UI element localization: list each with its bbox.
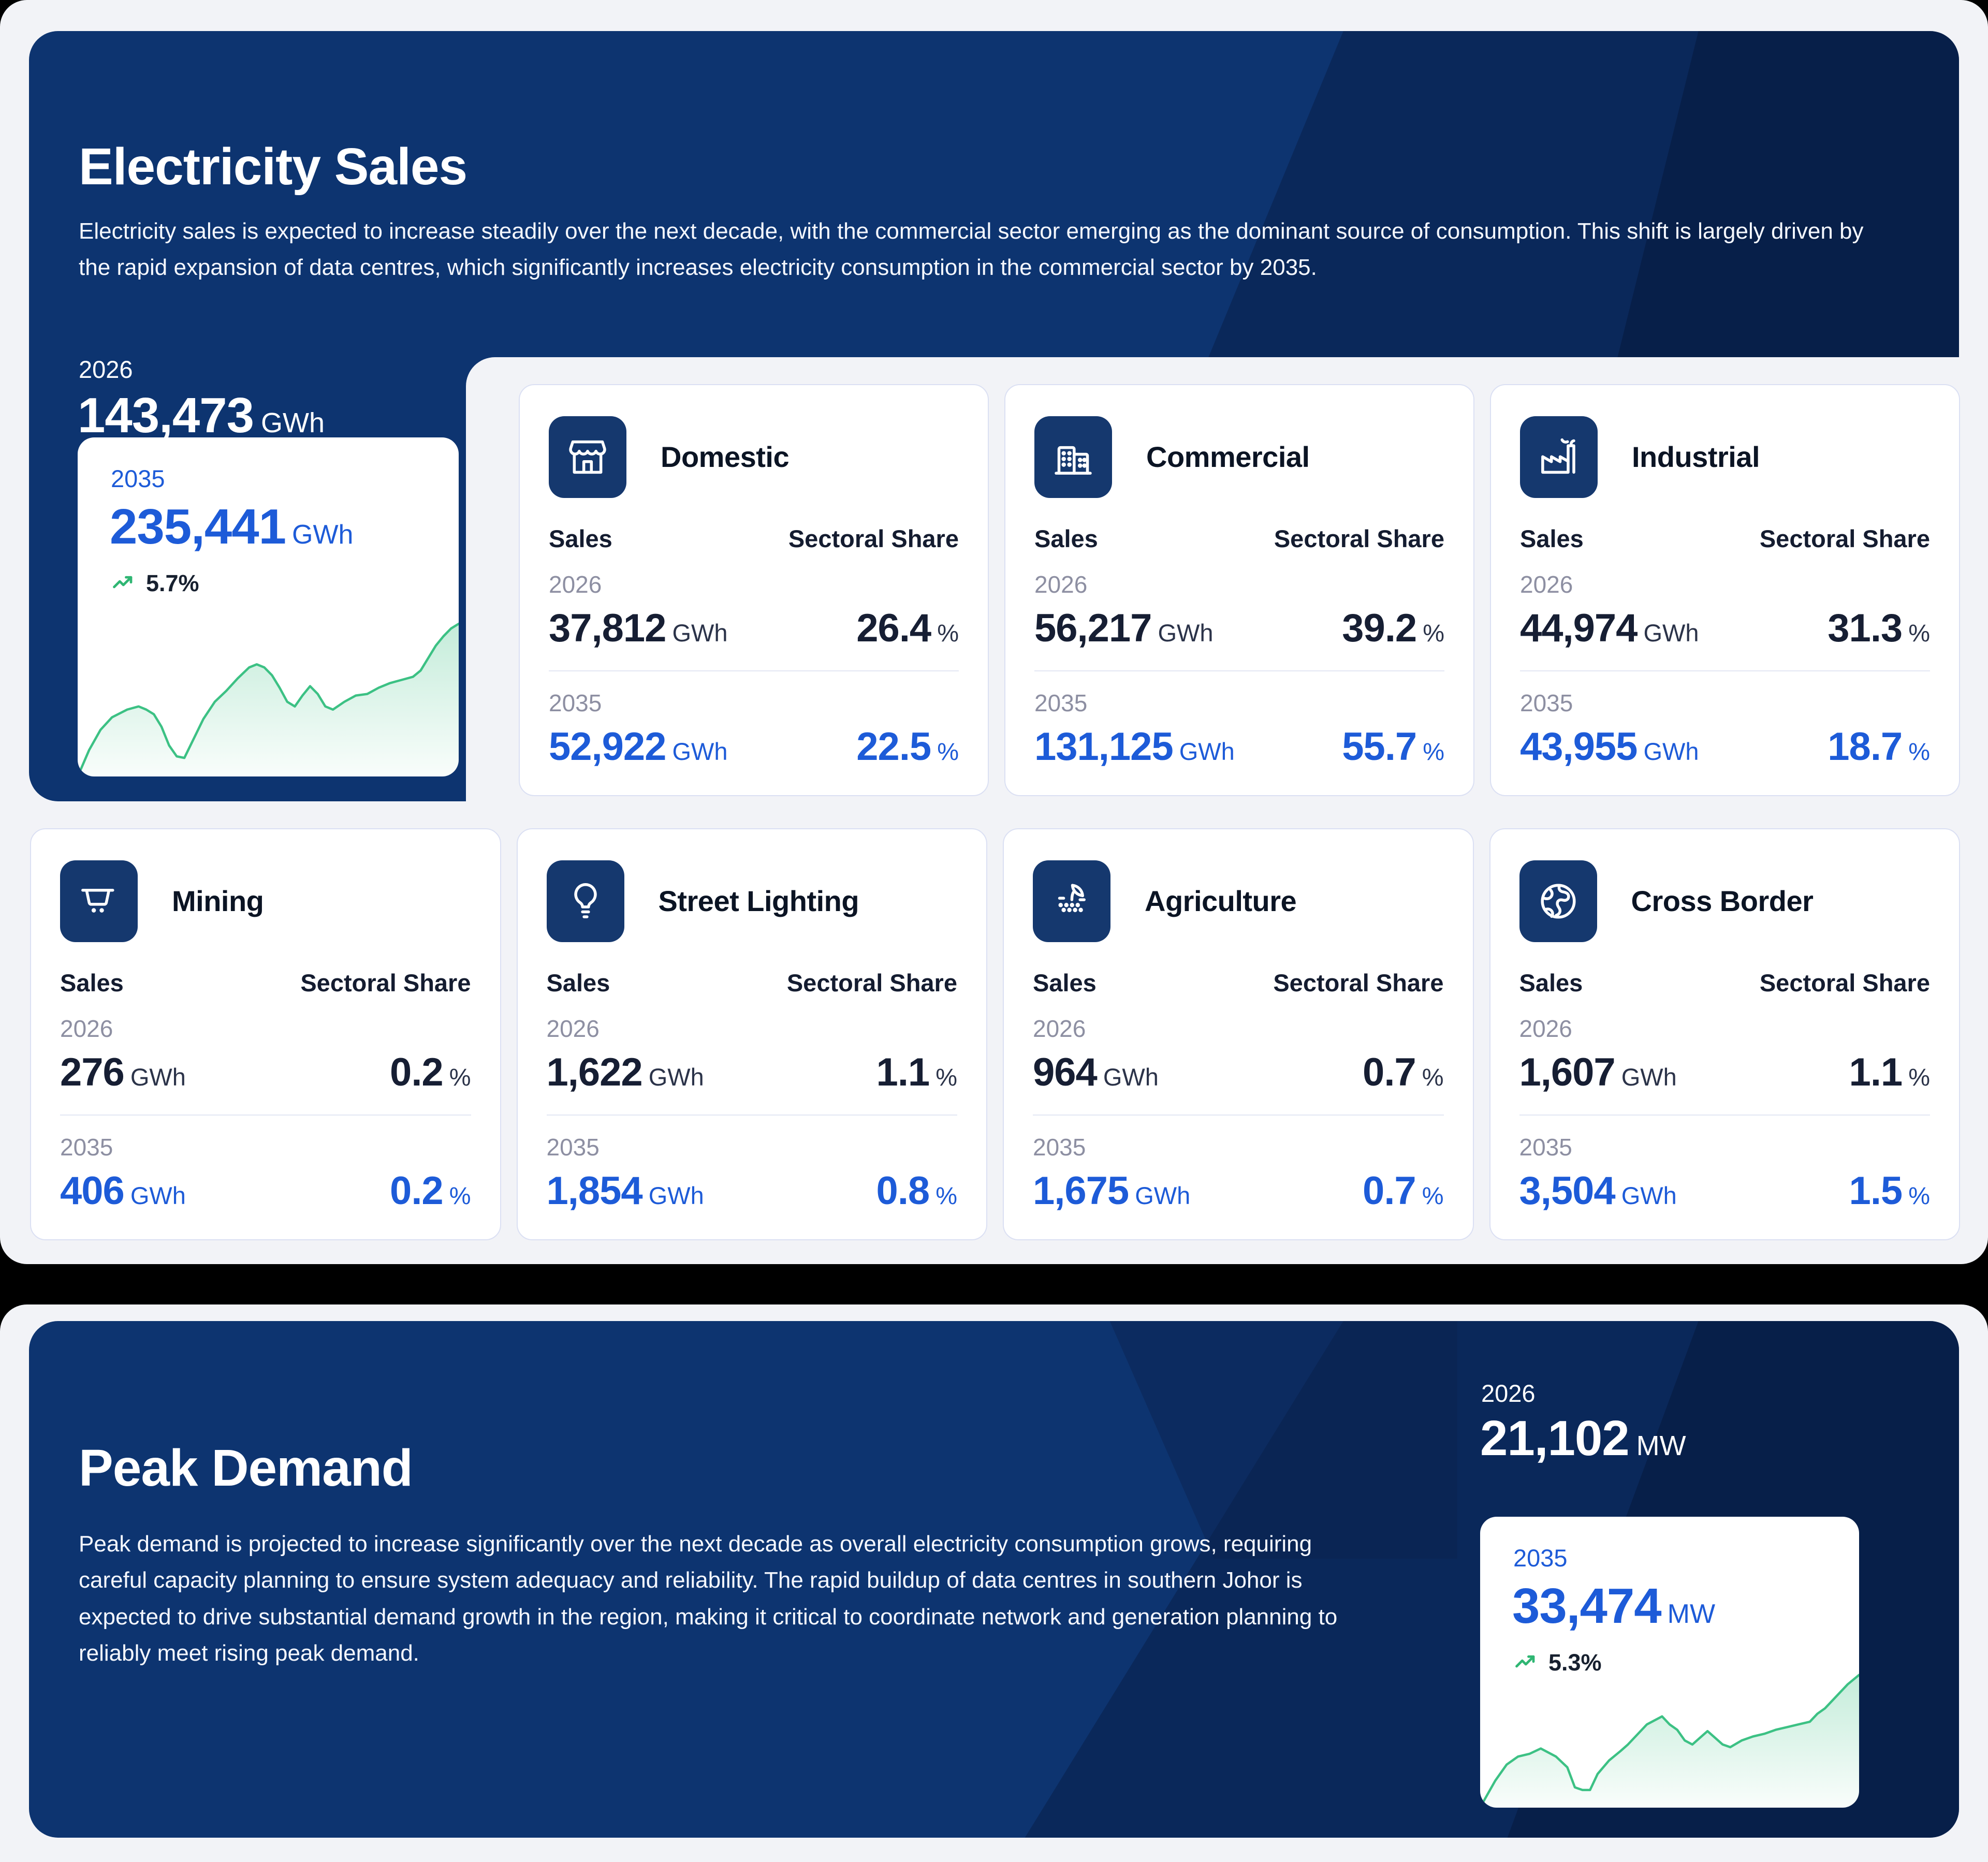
column-headers: Sales Sectoral Share (1034, 525, 1444, 552)
sector-cards-row-1: Domestic Sales Sectoral Share 2026 37,812… (519, 384, 1960, 796)
seedling-icon (1033, 860, 1110, 942)
office-building-icon (1034, 416, 1112, 498)
sector-name: Agriculture (1145, 885, 1297, 917)
year-label: 2026 (1033, 1015, 1086, 1042)
divider (1034, 670, 1444, 671)
year-label: 2035 (1033, 1134, 1086, 1161)
sector-name: Street Lighting (658, 885, 859, 917)
column-headers: Sales Sectoral Share (1519, 969, 1931, 996)
mining-cart-icon (60, 860, 138, 942)
growth-rate: 5.3% (1513, 1649, 1602, 1676)
base-total-value: 21,102 MW (1480, 1411, 1686, 1466)
values-2035: 406 GWh 0.2% (60, 1169, 471, 1213)
values-2035: 43,955 GWh 18.7% (1520, 725, 1930, 769)
section-description: Peak demand is projected to increase sig… (79, 1531, 1338, 1666)
year-label: 2035 (1520, 690, 1573, 716)
values-2035: 3,504 GWh 1.5% (1519, 1169, 1931, 1213)
sector-name: Domestic (661, 441, 790, 473)
sector-name: Industrial (1632, 441, 1760, 473)
trend-up-icon (113, 576, 133, 589)
values-2026: 1,622 GWh 1.1% (546, 1050, 958, 1094)
peak-projection-card: 2035 33,474 MW 5.3% (1480, 1517, 1859, 1808)
year-label: 2026 (1520, 571, 1573, 598)
values-2035: 1,854 GWh 0.8% (546, 1169, 958, 1213)
growth-rate: 5.7% (111, 570, 199, 597)
trend-up-icon (1515, 1655, 1535, 1668)
factory-icon (1520, 416, 1598, 498)
sector-card-domestic: Domestic Sales Sectoral Share 2026 37,812… (519, 384, 989, 796)
year-label: 2026 (549, 571, 602, 598)
sector-name: Cross Border (1631, 885, 1814, 917)
values-2035: 131,125 GWh 55.7% (1034, 725, 1444, 769)
sector-card-agriculture: Agriculture Sales Sectoral Share 2026 964… (1003, 828, 1474, 1240)
sector-cards-row-2: Mining Sales Sectoral Share 2026 276 GWh 0… (30, 828, 1960, 1240)
base-year-label: 2026 (1481, 1380, 1536, 1407)
values-2026: 964 GWh 0.7% (1033, 1050, 1444, 1094)
base-total-value: 143,473 GWh (78, 388, 325, 443)
sales-sparkline-chart (78, 621, 459, 776)
sector-name: Commercial (1146, 441, 1310, 473)
year-label: 2026 (546, 1015, 600, 1042)
diagonal-pattern (1109, 1321, 1457, 1559)
projection-year-label: 2035 (1513, 1544, 1568, 1572)
peak-demand-panel: Peak Demand Peak demand is projected to … (29, 1321, 1959, 1838)
year-label: 2035 (1519, 1134, 1572, 1161)
year-label: 2035 (60, 1134, 113, 1161)
divider (1520, 670, 1930, 671)
storefront-icon (549, 416, 626, 498)
page-title: Electricity Sales (79, 138, 467, 196)
section-description: Electricity sales is expected to increas… (79, 218, 1864, 281)
sector-card-cross-border: Cross Border Sales Sectoral Share 2026 1,… (1489, 828, 1960, 1240)
year-label: 2026 (1519, 1015, 1572, 1042)
values-2026: 276 GWh 0.2% (60, 1050, 471, 1094)
column-headers: Sales Sectoral Share (1033, 969, 1444, 996)
column-headers: Sales Sectoral Share (546, 969, 958, 996)
light-bulb-icon (546, 860, 624, 942)
projection-value: 235,441 GWh (110, 499, 354, 554)
values-2035: 52,922 GWh 22.5% (549, 725, 959, 769)
values-2026: 44,974 GWh 31.3% (1520, 606, 1930, 650)
column-headers: Sales Sectoral Share (60, 969, 471, 996)
values-2035: 1,675 GWh 0.7% (1033, 1169, 1444, 1213)
peak-sparkline-chart (1480, 1674, 1859, 1808)
values-2026: 56,217 GWh 39.2% (1034, 606, 1444, 650)
divider (549, 670, 959, 671)
values-2026: 1,607 GWh 1.1% (1519, 1050, 1931, 1094)
sector-card-industrial: Industrial Sales Sectoral Share 2026 44,9… (1490, 384, 1960, 796)
year-label: 2035 (546, 1134, 600, 1161)
electricity-sales-section: Electricity Sales Electricity sales is e… (0, 0, 1988, 1264)
divider (1519, 1115, 1930, 1116)
sector-card-street-lighting: Street Lighting Sales Sectoral Share 2026… (516, 828, 987, 1240)
divider (1033, 1115, 1444, 1116)
sector-card-mining: Mining Sales Sectoral Share 2026 276 GWh 0… (30, 828, 501, 1240)
divider (546, 1115, 957, 1116)
globe-icon (1519, 860, 1597, 942)
sector-name: Mining (172, 885, 264, 917)
projection-value: 33,474 MW (1512, 1578, 1716, 1634)
divider (60, 1115, 471, 1116)
year-label: 2035 (1034, 690, 1088, 716)
sector-card-commercial: Commercial Sales Sectoral Share 2026 56,2… (1004, 384, 1474, 796)
year-label: 2035 (549, 690, 602, 716)
year-label: 2026 (1034, 571, 1088, 598)
values-2026: 37,812 GWh 26.4% (549, 606, 959, 650)
peak-demand-section: Peak Demand Peak demand is projected to … (0, 1304, 1988, 1862)
column-headers: Sales Sectoral Share (1520, 525, 1930, 552)
column-headers: Sales Sectoral Share (549, 525, 959, 552)
section-title: Peak Demand (79, 1439, 413, 1497)
year-label: 2026 (60, 1015, 113, 1042)
base-year-label: 2026 (79, 356, 133, 383)
sales-projection-card: 2035 235,441 GWh 5.7% (78, 437, 459, 776)
projection-year-label: 2035 (111, 465, 165, 492)
